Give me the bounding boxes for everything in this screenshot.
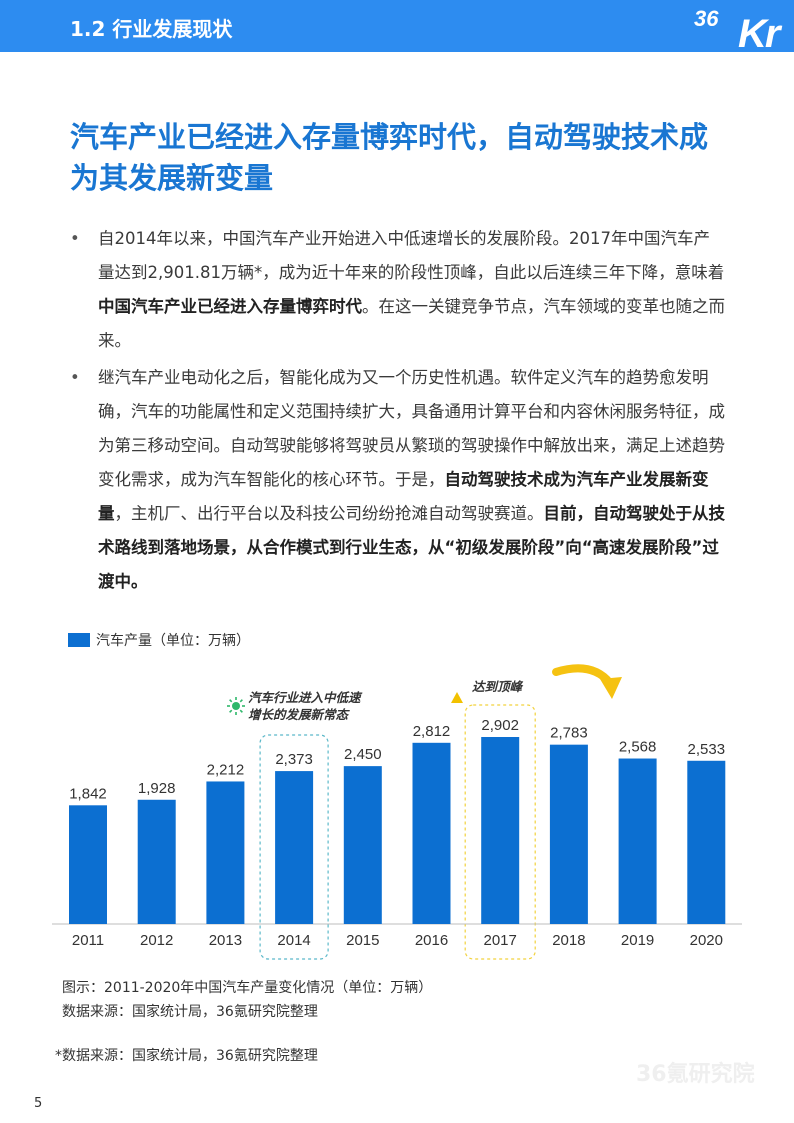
bullet-dot: • xyxy=(70,229,80,248)
chart-bar xyxy=(206,781,245,924)
chart-bar xyxy=(412,742,451,924)
header-bar: 1.2 行业发展现状 36 Kr xyxy=(0,0,794,56)
chart-bar xyxy=(343,766,382,924)
bar-value-label: 2,533 xyxy=(688,741,726,758)
watermark: 36氪研究院 xyxy=(636,1062,755,1087)
slowdown-annotation-line1: 汽车行业进入中低速 xyxy=(248,690,361,705)
x-tick-label: 2019 xyxy=(621,932,654,949)
sun-icon-ray xyxy=(229,709,233,713)
bar-value-label: 2,373 xyxy=(275,751,313,768)
production-bar-chart: 1,842 2011 1,928 2012 2,212 2013 2,373 2014 2,45… xyxy=(52,664,742,960)
section-title: 1.2 行业发展现状 xyxy=(70,17,233,41)
chart-bar xyxy=(687,760,726,924)
bar-value-label: 1,842 xyxy=(69,785,107,802)
bullet-bold-text: 目前，自动驾驶处于从技术路线到落地场景，从合作模式到行业生态，从“初级发展阶段”… xyxy=(98,504,725,591)
chart-bar xyxy=(137,799,176,924)
trend-arrow-head xyxy=(600,677,622,699)
bar-value-label: 2,902 xyxy=(481,717,519,734)
logo: 36 Kr xyxy=(694,0,794,56)
chart-bar xyxy=(69,805,107,924)
peak-annotation: 达到顶峰 xyxy=(472,679,523,694)
chart-bar xyxy=(275,771,314,924)
legend-label: 汽车产量（单位：万辆） xyxy=(96,633,250,649)
logo-number: 36 xyxy=(694,6,719,31)
figure-caption: 图示：2011-2020年中国汽车产量变化情况（单位：万辆） xyxy=(62,980,433,996)
bar-value-label: 2,568 xyxy=(619,739,657,756)
page-number: 5 xyxy=(34,1096,43,1111)
sun-icon-ray xyxy=(239,699,243,703)
x-tick-label: 2015 xyxy=(346,932,379,949)
sun-icon-ray xyxy=(239,709,243,713)
x-tick-label: 2011 xyxy=(72,932,104,949)
chart-bar xyxy=(618,758,657,924)
slowdown-annotation: 汽车行业进入中低速 增长的发展新常态 xyxy=(248,689,388,723)
bullet-dot: • xyxy=(70,368,80,387)
chart-bar xyxy=(481,737,520,924)
sun-icon xyxy=(232,702,240,710)
chart-bar xyxy=(549,744,588,924)
bullet-item-1: • 自2014年以来，中国汽车产业开始进入中低速增长的发展阶段。2017年中国汽… xyxy=(70,222,726,358)
bullet-text: ，主机厂、出行平台以及科技公司纷纷抢滩自动驾驶赛道。 xyxy=(114,504,544,523)
bullet-text: 自2014年以来，中国汽车产业开始进入中低速增长的发展阶段。2017年中国汽车产… xyxy=(98,229,725,282)
bullet-bold-text: 中国汽车产业已经进入存量博弈时代 xyxy=(98,297,362,316)
peak-triangle-icon xyxy=(451,692,463,703)
legend-swatch xyxy=(68,633,90,647)
x-tick-label: 2014 xyxy=(277,932,310,949)
x-tick-label: 2017 xyxy=(484,932,517,949)
footnote: *数据来源：国家统计局，36氪研究院整理 xyxy=(55,1048,318,1064)
x-tick-label: 2012 xyxy=(140,932,173,949)
slowdown-annotation-line2: 增长的发展新常态 xyxy=(248,707,349,722)
bar-value-label: 2,450 xyxy=(344,746,382,763)
bar-value-label: 2,812 xyxy=(413,723,451,740)
x-tick-label: 2018 xyxy=(552,932,585,949)
bullet-list: • 自2014年以来，中国汽车产业开始进入中低速增长的发展阶段。2017年中国汽… xyxy=(70,222,726,602)
bullet-item-2: • 继汽车产业电动化之后，智能化成为又一个历史性机遇。软件定义汽车的趋势愈发明确… xyxy=(70,361,726,599)
sun-icon-ray xyxy=(229,699,233,703)
x-tick-label: 2013 xyxy=(209,932,242,949)
logo-letters: Kr xyxy=(738,12,780,56)
x-tick-label: 2020 xyxy=(690,932,723,949)
bar-value-label: 1,928 xyxy=(138,780,176,797)
bullet-text: 继汽车产业电动化之后，智能化成为又一个历史性机遇。软件定义汽车的趋势愈发明确，汽… xyxy=(98,368,725,489)
x-tick-label: 2016 xyxy=(415,932,448,949)
page-headline: 汽车产业已经进入存量博弈时代，自动驾驶技术成为其发展新变量 xyxy=(70,120,709,195)
bullet-bold-text: 自动驾驶技术成为汽车产业发展新变量 xyxy=(98,470,709,523)
figure-source: 数据来源：国家统计局，36氪研究院整理 xyxy=(62,1004,318,1020)
slowdown-highlight-box xyxy=(259,734,329,960)
bar-value-label: 2,783 xyxy=(550,725,588,742)
bullet-text: 。在这一关键竞争节点，汽车领域的变革也随之而来。 xyxy=(98,297,725,350)
peak-highlight-box xyxy=(464,704,536,960)
bar-value-label: 2,212 xyxy=(207,761,245,778)
